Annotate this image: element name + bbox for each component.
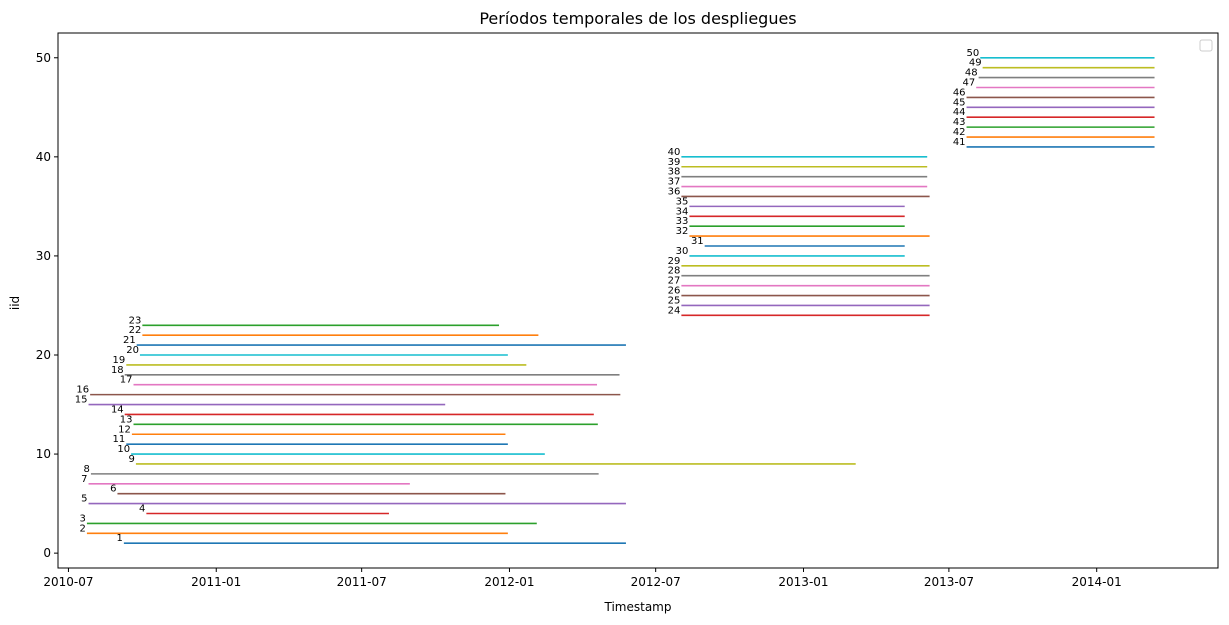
segment-label: 18 — [111, 365, 124, 376]
segment-label: 9 — [129, 454, 135, 465]
plot-frame — [57, 32, 1219, 569]
x-tick-label: 2011-01 — [191, 575, 241, 589]
segment-label: 7 — [81, 474, 87, 485]
segment-label: 48 — [965, 68, 978, 79]
segment-label: 17 — [120, 375, 133, 386]
segment-label: 40 — [668, 147, 681, 158]
segment-label: 35 — [676, 196, 689, 207]
segment-label: 42 — [953, 127, 966, 138]
segment-label: 30 — [676, 246, 689, 257]
segment-label: 4 — [139, 504, 145, 515]
segment-label: 38 — [668, 167, 681, 178]
segment-label: 47 — [962, 77, 975, 88]
x-tick-label: 2014-01 — [1072, 575, 1122, 589]
y-tick-label: 30 — [36, 249, 51, 263]
segment-label: 45 — [953, 97, 966, 108]
segment-label: 50 — [966, 48, 979, 59]
y-tick-label: 0 — [43, 546, 51, 560]
segment-label: 31 — [691, 236, 704, 247]
segment-label: 26 — [668, 286, 681, 297]
x-tick-label: 2013-01 — [778, 575, 828, 589]
segment-label: 1 — [116, 533, 122, 544]
segment-label: 44 — [953, 107, 966, 118]
segment-label: 20 — [126, 345, 139, 356]
segment-label: 33 — [676, 216, 689, 227]
segment-label: 2 — [80, 523, 86, 534]
segment-label: 49 — [969, 58, 982, 69]
plot-area: 1234567891011121314151617181920212223242… — [57, 32, 1219, 569]
segment-label: 46 — [953, 87, 966, 98]
x-tick-label: 2013-07 — [924, 575, 974, 589]
segment-label: 12 — [118, 424, 131, 435]
segment-label: 23 — [129, 315, 142, 326]
x-tick-label: 2011-07 — [337, 575, 387, 589]
segments — [86, 56, 1155, 545]
segment-label: 22 — [129, 325, 142, 336]
x-tick-label: 2012-01 — [484, 575, 534, 589]
segment-label: 3 — [80, 513, 86, 524]
segment-label: 19 — [113, 355, 126, 366]
segment-label: 15 — [75, 395, 88, 406]
segment-label: 28 — [668, 266, 681, 277]
x-axis: 2010-07 2011-01 2011-07 2012-01 2012-07 2013-… — [43, 568, 1122, 589]
segment-label: 34 — [676, 206, 689, 217]
segment-label: 13 — [120, 414, 133, 425]
y-tick-label: 50 — [36, 51, 51, 65]
segment-label: 6 — [110, 484, 116, 495]
segment-label: 8 — [84, 464, 90, 475]
segment-label: 24 — [668, 305, 681, 316]
segment-label: 11 — [113, 434, 126, 445]
y-axis-title: iid — [8, 296, 22, 310]
segment-label: 37 — [668, 177, 681, 188]
chart-title: Períodos temporales de los despliegues — [479, 9, 796, 28]
segment-label: 25 — [668, 295, 681, 306]
x-axis-title: Timestamp — [604, 600, 672, 614]
segment-label: 32 — [676, 226, 689, 237]
segment-label: 36 — [668, 186, 681, 197]
segment-label: 10 — [117, 444, 130, 455]
segment-label: 41 — [953, 137, 966, 148]
y-tick-label: 10 — [36, 447, 51, 461]
y-axis: 0 10 20 30 40 50 — [36, 51, 58, 560]
segment-label: 29 — [668, 256, 681, 267]
y-tick-label: 40 — [36, 150, 51, 164]
y-tick-label: 20 — [36, 348, 51, 362]
segment-labels: 1234567891011121314151617181920212223242… — [75, 48, 982, 544]
x-tick-label: 2012-07 — [631, 575, 681, 589]
legend-box — [1199, 39, 1213, 52]
segment-label: 14 — [111, 404, 124, 415]
x-tick-label: 2010-07 — [43, 575, 93, 589]
segment-label: 43 — [953, 117, 966, 128]
segment-label: 39 — [668, 157, 681, 168]
segment-label: 5 — [81, 494, 87, 505]
segment-label: 27 — [668, 276, 681, 287]
segment-label: 21 — [123, 335, 136, 346]
segment-label: 16 — [76, 385, 89, 396]
